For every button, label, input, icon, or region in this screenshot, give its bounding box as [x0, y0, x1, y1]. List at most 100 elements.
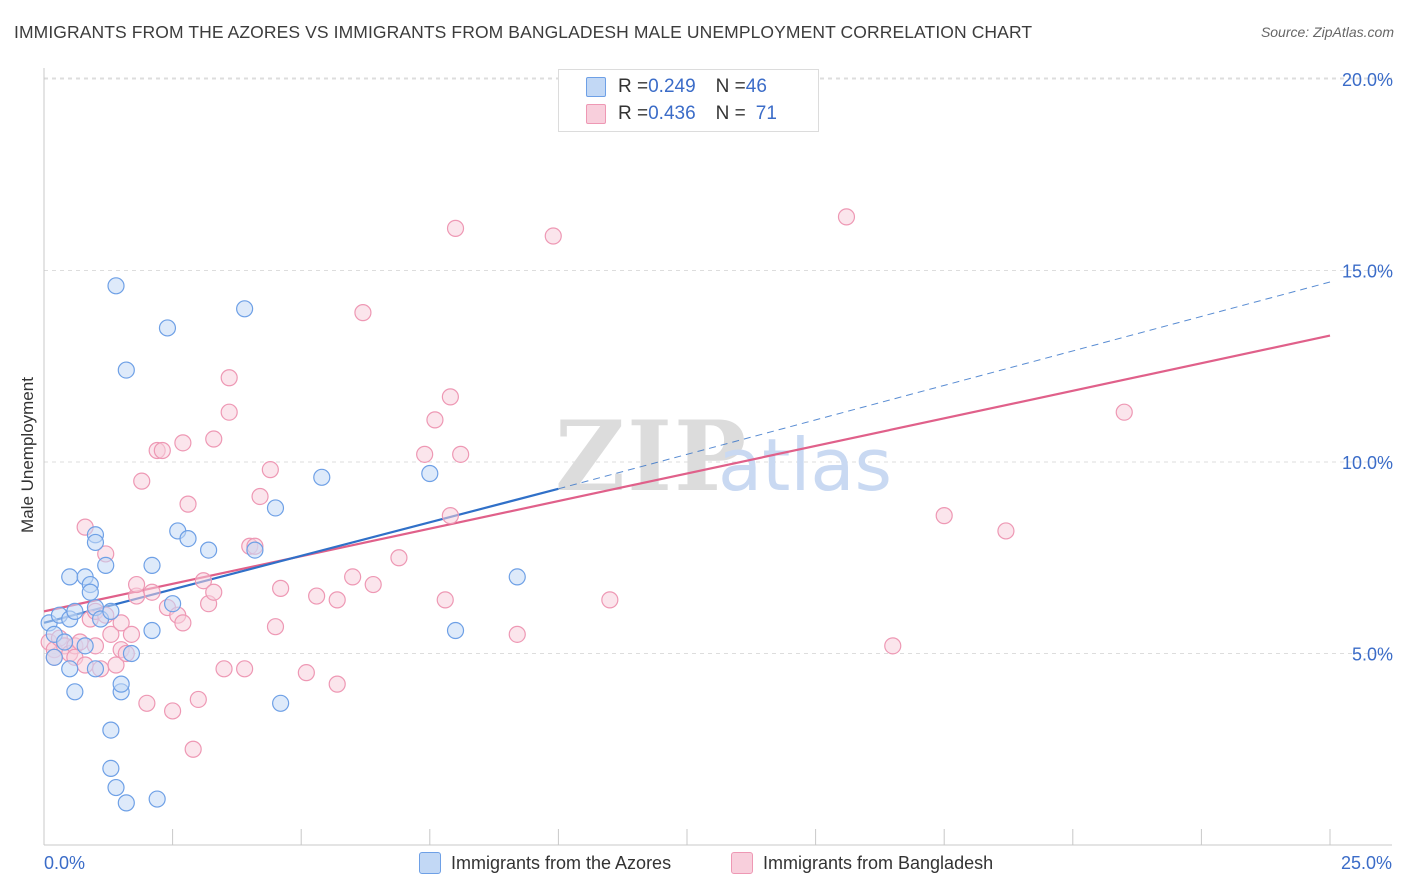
- point-bangladesh: [179, 495, 197, 513]
- y-tick-label: 20.0%: [1342, 70, 1393, 90]
- point-bangladesh: [164, 702, 182, 720]
- point-bangladesh: [174, 614, 192, 632]
- legend-n-label-azores: N =: [715, 76, 746, 97]
- point-azores: [61, 568, 79, 586]
- point-bangladesh: [997, 522, 1015, 540]
- trendline-azores: [43, 487, 559, 624]
- point-bangladesh: [426, 411, 444, 429]
- series-label-bangladesh: Immigrants from Bangladesh: [763, 852, 994, 873]
- point-azores: [236, 300, 254, 318]
- point-bangladesh: [884, 637, 902, 655]
- series-swatch-bangladesh: [731, 852, 753, 874]
- point-bangladesh: [153, 441, 171, 460]
- point-bangladesh: [344, 568, 362, 586]
- legend-row-azores: R = 0.249 N = 46: [586, 76, 767, 98]
- point-azores: [61, 660, 79, 678]
- point-bangladesh: [272, 579, 290, 597]
- point-bangladesh: [194, 572, 213, 590]
- point-azores: [117, 361, 135, 379]
- point-bangladesh: [452, 445, 470, 463]
- point-azores: [446, 621, 465, 640]
- point-bangladesh: [328, 675, 346, 693]
- trendline-azores-extension: [558, 281, 1331, 490]
- point-azores: [86, 660, 105, 678]
- point-azores: [107, 277, 125, 295]
- point-bangladesh: [236, 660, 254, 678]
- point-azores: [200, 541, 218, 559]
- point-bangladesh: [601, 591, 619, 609]
- y-tick-label: 10.0%: [1342, 453, 1393, 473]
- point-azores: [117, 794, 135, 812]
- point-azores: [76, 637, 94, 655]
- point-bangladesh: [328, 591, 346, 609]
- point-azores: [107, 778, 125, 797]
- chart-source: Source: ZipAtlas.com: [1260, 24, 1394, 40]
- legend-swatch-bangladesh: [586, 104, 606, 124]
- point-azores: [55, 633, 74, 651]
- x-tick-label: 0.0%: [44, 853, 85, 873]
- point-bangladesh: [174, 434, 192, 452]
- point-azores: [102, 602, 120, 620]
- point-bangladesh: [215, 660, 233, 678]
- point-azores: [112, 675, 130, 693]
- legend-r-value-bangladesh: 0.436: [648, 103, 696, 124]
- point-bangladesh: [107, 656, 125, 674]
- legend-r-label-azores: R =: [618, 76, 649, 97]
- y-tick-label: 5.0%: [1352, 645, 1393, 665]
- point-bangladesh: [308, 587, 326, 605]
- point-bangladesh: [189, 690, 207, 709]
- point-bangladesh: [251, 487, 269, 506]
- y-tick-label: 15.0%: [1342, 262, 1393, 282]
- point-bangladesh: [508, 625, 526, 643]
- point-bangladesh: [441, 507, 459, 525]
- point-bangladesh: [364, 575, 382, 594]
- point-bangladesh: [184, 740, 202, 758]
- point-bangladesh: [143, 583, 161, 601]
- point-bangladesh: [205, 583, 223, 601]
- point-bangladesh: [446, 219, 465, 237]
- watermark-atlas: atlas: [718, 423, 892, 507]
- point-azores: [66, 602, 84, 620]
- series-legend-azores: Immigrants from the Azores: [419, 852, 671, 874]
- x-tick-label: 25.0%: [1341, 853, 1392, 873]
- point-bangladesh: [416, 445, 434, 463]
- point-bangladesh: [441, 388, 459, 406]
- series-swatch-azores: [419, 852, 441, 874]
- point-bangladesh: [354, 304, 372, 322]
- point-azores: [143, 556, 161, 575]
- point-azores: [97, 556, 115, 575]
- point-azores: [143, 621, 161, 640]
- point-bangladesh: [220, 369, 238, 387]
- trendline-bangladesh: [43, 334, 1331, 613]
- point-azores: [122, 644, 141, 663]
- legend-r-label-bangladesh: R =: [618, 103, 649, 124]
- legend-swatch-azores: [586, 77, 606, 97]
- series-label-azores: Immigrants from the Azores: [451, 852, 672, 873]
- point-azores: [421, 464, 439, 483]
- point-bangladesh: [935, 507, 953, 525]
- series-legend-bangladesh: Immigrants from Bangladesh: [731, 852, 993, 874]
- point-bangladesh: [112, 614, 130, 632]
- legend-row-bangladesh: R = 0.436 N = 71: [586, 103, 777, 125]
- point-bangladesh: [297, 664, 315, 682]
- point-azores: [272, 694, 290, 712]
- point-azores: [148, 790, 166, 808]
- point-bangladesh: [220, 403, 238, 421]
- point-bangladesh: [1115, 403, 1133, 421]
- point-azores: [102, 721, 120, 739]
- point-bangladesh: [127, 575, 146, 594]
- point-bangladesh: [138, 694, 156, 712]
- legend-n-value-bangladesh: 71: [755, 103, 777, 124]
- point-azores: [66, 683, 84, 701]
- point-azores: [45, 648, 63, 666]
- point-azores: [86, 533, 105, 552]
- point-bangladesh: [544, 227, 562, 245]
- point-azores: [81, 583, 99, 601]
- point-azores: [164, 595, 182, 613]
- watermark: ZIP atlas: [555, 400, 892, 513]
- point-bangladesh: [390, 549, 408, 567]
- series-legend: Immigrants from the Azores Immigrants fr…: [0, 852, 1406, 878]
- point-azores: [246, 541, 264, 559]
- legend-n-label-bangladesh: N =: [715, 103, 746, 124]
